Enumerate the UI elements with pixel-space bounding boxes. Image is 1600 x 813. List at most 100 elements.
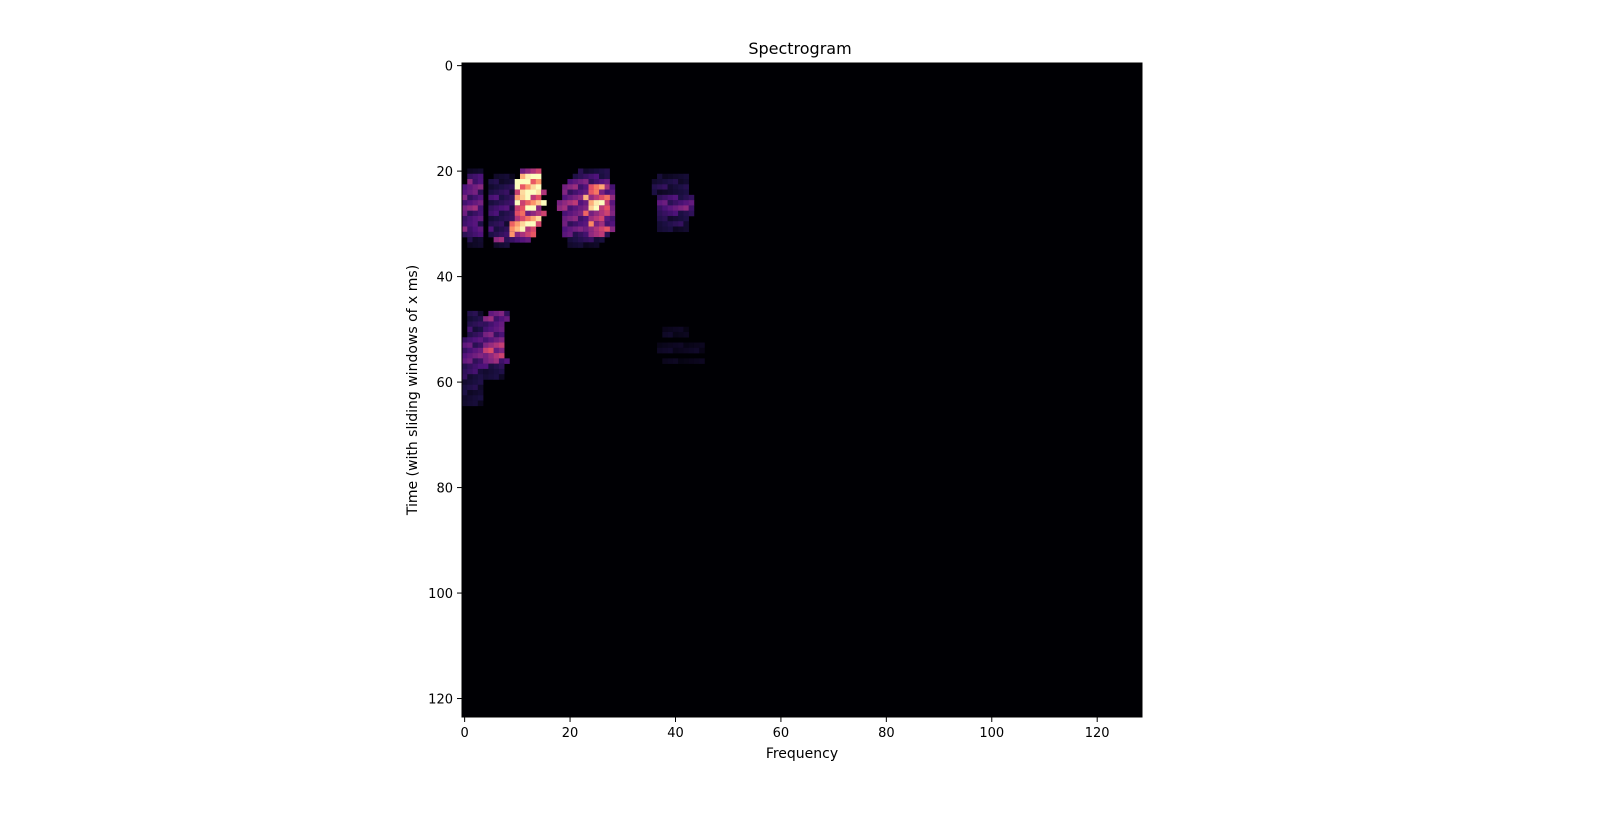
heatmap-cell	[483, 326, 489, 333]
heatmap-cell	[699, 347, 705, 354]
heatmap-cell	[583, 221, 589, 227]
heatmap-cell	[467, 215, 473, 222]
heatmap-cell	[498, 358, 505, 364]
heatmap-cell	[567, 221, 573, 227]
heatmap-cell	[678, 205, 684, 211]
heatmap-cell	[509, 189, 516, 196]
heatmap-cell	[509, 237, 516, 243]
heatmap-cell	[477, 231, 484, 238]
heatmap-cell	[477, 379, 484, 386]
heatmap-cell	[535, 200, 542, 206]
heatmap-cell	[493, 337, 500, 343]
heatmap-cell	[572, 215, 579, 222]
heatmap-cell	[599, 226, 605, 233]
heatmap-cell	[462, 200, 468, 206]
heatmap-cell	[572, 194, 579, 201]
heatmap-cell	[477, 400, 484, 407]
heatmap-cell	[683, 221, 689, 227]
heatmap-cell	[525, 173, 531, 180]
heatmap-cell	[472, 326, 479, 333]
heatmap-cell	[657, 184, 663, 190]
heatmap-cell	[572, 200, 579, 206]
heatmap-cell	[467, 310, 473, 317]
heatmap-cell	[462, 400, 468, 407]
heatmap-cell	[662, 331, 668, 338]
heatmap-cell	[477, 184, 484, 190]
heatmap-cell	[498, 226, 505, 233]
heatmap-cell	[672, 173, 679, 180]
heatmap-cell	[599, 173, 605, 180]
heatmap-cell	[604, 168, 610, 175]
heatmap-cell	[504, 231, 510, 238]
heatmap-cell	[683, 200, 689, 206]
heatmap-cell	[577, 184, 584, 190]
heatmap-cell	[462, 390, 468, 396]
x-tick-label: 80	[878, 726, 895, 741]
heatmap-cell	[462, 194, 468, 201]
heatmap-cell	[535, 194, 542, 201]
heatmap-cell	[514, 200, 521, 206]
heatmap-cell	[657, 226, 663, 233]
heatmap-cell	[462, 374, 468, 380]
heatmap-cell	[667, 205, 674, 211]
heatmap-cell	[604, 215, 610, 222]
heatmap-cell	[683, 173, 689, 180]
heatmap-cell	[472, 189, 479, 196]
heatmap-cell	[562, 231, 568, 238]
heatmap-cell	[567, 242, 573, 248]
heatmap-cell	[672, 200, 679, 206]
heatmap-cell	[599, 184, 605, 190]
heatmap-cell	[577, 205, 584, 211]
heatmap-cell	[483, 337, 489, 343]
heatmap-cell	[498, 316, 505, 322]
heatmap-cell	[514, 210, 521, 217]
heatmap-cell	[488, 368, 494, 375]
heatmap-cell	[483, 316, 489, 322]
heatmap-cell	[541, 189, 547, 196]
heatmap-cell	[662, 326, 668, 333]
heatmap-cell	[577, 173, 584, 180]
heatmap-cell	[504, 200, 510, 206]
heatmap-cell	[488, 184, 494, 190]
heatmap-cell	[567, 200, 573, 206]
heatmap-cell	[593, 173, 600, 180]
heatmap-cell	[519, 189, 526, 196]
heatmap-cell	[604, 200, 610, 206]
heatmap-cell	[493, 374, 500, 380]
heatmap-cell	[493, 215, 500, 222]
heatmap-cell	[535, 184, 542, 190]
heatmap-cell	[604, 205, 610, 211]
heatmap-cell	[593, 210, 600, 217]
heatmap-cell	[562, 226, 568, 233]
heatmap-cell	[572, 173, 579, 180]
heatmap-cell	[504, 226, 510, 233]
heatmap-cell	[572, 221, 579, 227]
heatmap-cell	[493, 179, 500, 185]
heatmap-cell	[509, 215, 516, 222]
heatmap-cell	[472, 316, 479, 322]
heatmap-cell	[577, 200, 584, 206]
heatmap-cell	[467, 363, 473, 370]
heatmap-cell	[504, 179, 510, 185]
heatmap-cell	[472, 215, 479, 222]
heatmap-cell	[488, 316, 494, 322]
heatmap-cell	[693, 358, 700, 364]
heatmap-cell	[672, 347, 679, 354]
x-tick-label: 0	[460, 726, 468, 741]
heatmap-cell	[688, 347, 695, 354]
heatmap-cell	[678, 173, 684, 180]
heatmap-cell	[667, 200, 674, 206]
heatmap-cell	[467, 205, 473, 211]
heatmap-cell	[514, 231, 521, 238]
heatmap-cell	[493, 368, 500, 375]
heatmap-cell	[467, 400, 473, 407]
heatmap-cell	[467, 321, 473, 328]
heatmap-cell	[604, 189, 610, 196]
heatmap-cell	[672, 342, 679, 349]
heatmap-cell	[599, 210, 605, 217]
heatmap-cell	[525, 168, 531, 175]
heatmap-cell	[514, 221, 521, 227]
heatmap-cell	[572, 231, 579, 238]
heatmap-cell	[467, 179, 473, 185]
heatmap-cell	[662, 179, 668, 185]
